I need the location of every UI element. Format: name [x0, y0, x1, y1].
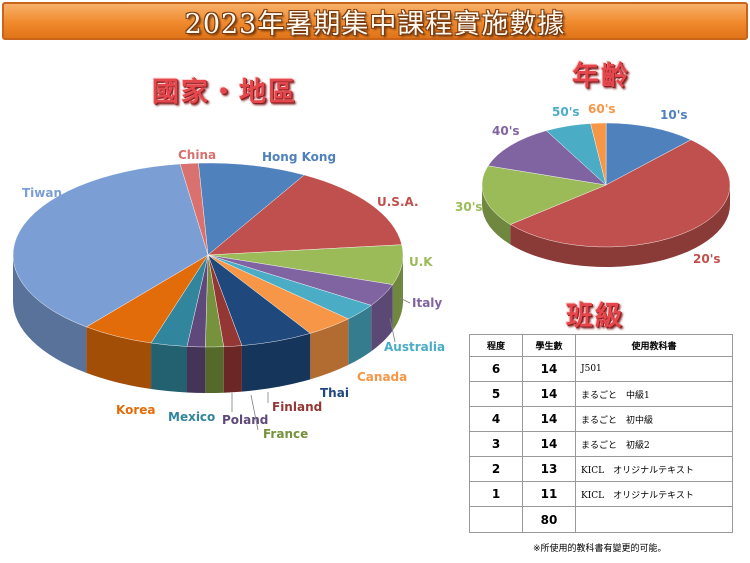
age-label-40s: 40's — [492, 124, 520, 138]
country-slice-hongkong — [198, 162, 305, 256]
table-row: 6 14 J501 — [469, 356, 733, 382]
country-label-tiwan: Tiwan — [22, 186, 62, 200]
level-cell: 4 — [469, 406, 523, 432]
table-row: 4 14 まるごと 初中級 — [469, 406, 733, 432]
country-slice-side-korea — [86, 326, 152, 389]
table-row: 3 14 まるごと 初級2 — [469, 431, 733, 457]
students-cell: 14 — [522, 356, 576, 382]
table-row: 5 14 まるごと 中級1 — [469, 381, 733, 407]
country-slice-usa — [207, 174, 403, 256]
table-header-cell: 學生數 — [522, 334, 576, 357]
level-cell: 5 — [469, 381, 523, 407]
level-cell: 3 — [469, 431, 523, 457]
country-slice-side-australia — [348, 305, 372, 365]
country-label-china: China — [178, 148, 216, 162]
country-label-uk: U.K — [409, 255, 433, 269]
total-students-cell: 80 — [522, 506, 576, 533]
age-label-10s: 10's — [660, 108, 688, 122]
level-cell: 1 — [469, 481, 523, 507]
table-header-cell: 使用教科書 — [575, 334, 733, 357]
age-label-20s: 20's — [693, 252, 721, 266]
country-label-finland: Finland — [272, 400, 322, 414]
country-slice-side-tiwan — [13, 255, 87, 373]
table-row: 1 11 KICL オリジナルテキスト — [469, 481, 733, 507]
country-label-canada: Canada — [357, 370, 407, 384]
footnote: ※所使用的教科書有變更的可能。 — [533, 544, 667, 554]
students-cell: 11 — [522, 481, 576, 507]
country-label-mexico: Mexico — [168, 410, 215, 424]
country-leader-line — [389, 317, 396, 343]
students-cell: 14 — [522, 406, 576, 432]
age-slice-side-30s — [482, 185, 511, 245]
country-label-australia: Australia — [384, 340, 445, 354]
level-cell: 6 — [469, 356, 523, 382]
students-cell: 14 — [522, 431, 576, 457]
page-title: 2023年暑期集中課程實施數據 — [184, 8, 566, 40]
country-pie — [12, 162, 404, 394]
country-slice-side-poland — [187, 346, 206, 393]
table-row: 2 13 KICL オリジナルテキスト — [469, 456, 733, 482]
country-slice-tiwan — [12, 163, 209, 328]
country-label-poland: Poland — [222, 413, 268, 427]
table-header-cell: 程度 — [469, 334, 523, 357]
textbook-cell: まるごと 中級1 — [575, 381, 733, 407]
textbook-cell: KICL オリジナルテキスト — [575, 481, 733, 507]
age-slice-60s — [590, 122, 607, 186]
age-label-30s: 30's — [455, 200, 483, 214]
level-cell: 2 — [469, 456, 523, 482]
age-slice-10s — [605, 122, 692, 186]
total-empty-cell — [469, 506, 523, 533]
country-slice-side-mexico — [151, 342, 188, 393]
country-slice-side-thai — [241, 333, 311, 392]
country-label-usa: U.S.A. — [377, 195, 419, 209]
country-label-italy: Italy — [412, 296, 442, 310]
age-section-title: 年齡 — [572, 61, 630, 92]
country-slice-side-france — [205, 346, 224, 394]
age-label-50s: 50's — [552, 105, 580, 119]
age-pie — [481, 122, 731, 267]
textbook-cell: KICL オリジナルテキスト — [575, 456, 733, 482]
table-total-row: 80 — [469, 506, 733, 533]
students-cell: 14 — [522, 381, 576, 407]
country-label-hongkong: Hong Kong — [262, 150, 336, 164]
age-slice-30s — [481, 165, 607, 225]
class-table: 程度 學生數 使用教科書 6 14 J501 5 14 まるごと 中級1 4 1… — [469, 334, 733, 533]
country-section-title: 國家・地區 — [152, 77, 297, 108]
title-banner: 2023年暑期集中課程實施數據 — [2, 2, 748, 40]
country-label-thai: Thai — [320, 386, 349, 400]
age-slice-20s — [509, 139, 731, 248]
textbook-cell: まるごと 初中級 — [575, 406, 733, 432]
total-empty-cell — [575, 506, 733, 533]
textbook-cell: まるごと 初級2 — [575, 431, 733, 457]
country-label-france: France — [263, 427, 308, 441]
age-label-60s: 60's — [588, 102, 616, 116]
age-slice-side-20s — [510, 185, 730, 267]
students-cell: 13 — [522, 456, 576, 482]
class-section-title: 班級 — [566, 301, 624, 332]
country-slice-side-finland — [223, 345, 242, 393]
country-leader-line — [399, 297, 411, 304]
country-label-korea: Korea — [116, 403, 156, 417]
table-header-row: 程度 學生數 使用教科書 — [469, 334, 733, 357]
country-leader-line — [250, 394, 259, 431]
textbook-cell: J501 — [575, 356, 733, 382]
country-slice-china — [179, 162, 209, 256]
age-slice-40s — [487, 130, 607, 186]
country-slice-side-uk — [392, 255, 403, 331]
country-slice-side-canada — [310, 318, 349, 380]
